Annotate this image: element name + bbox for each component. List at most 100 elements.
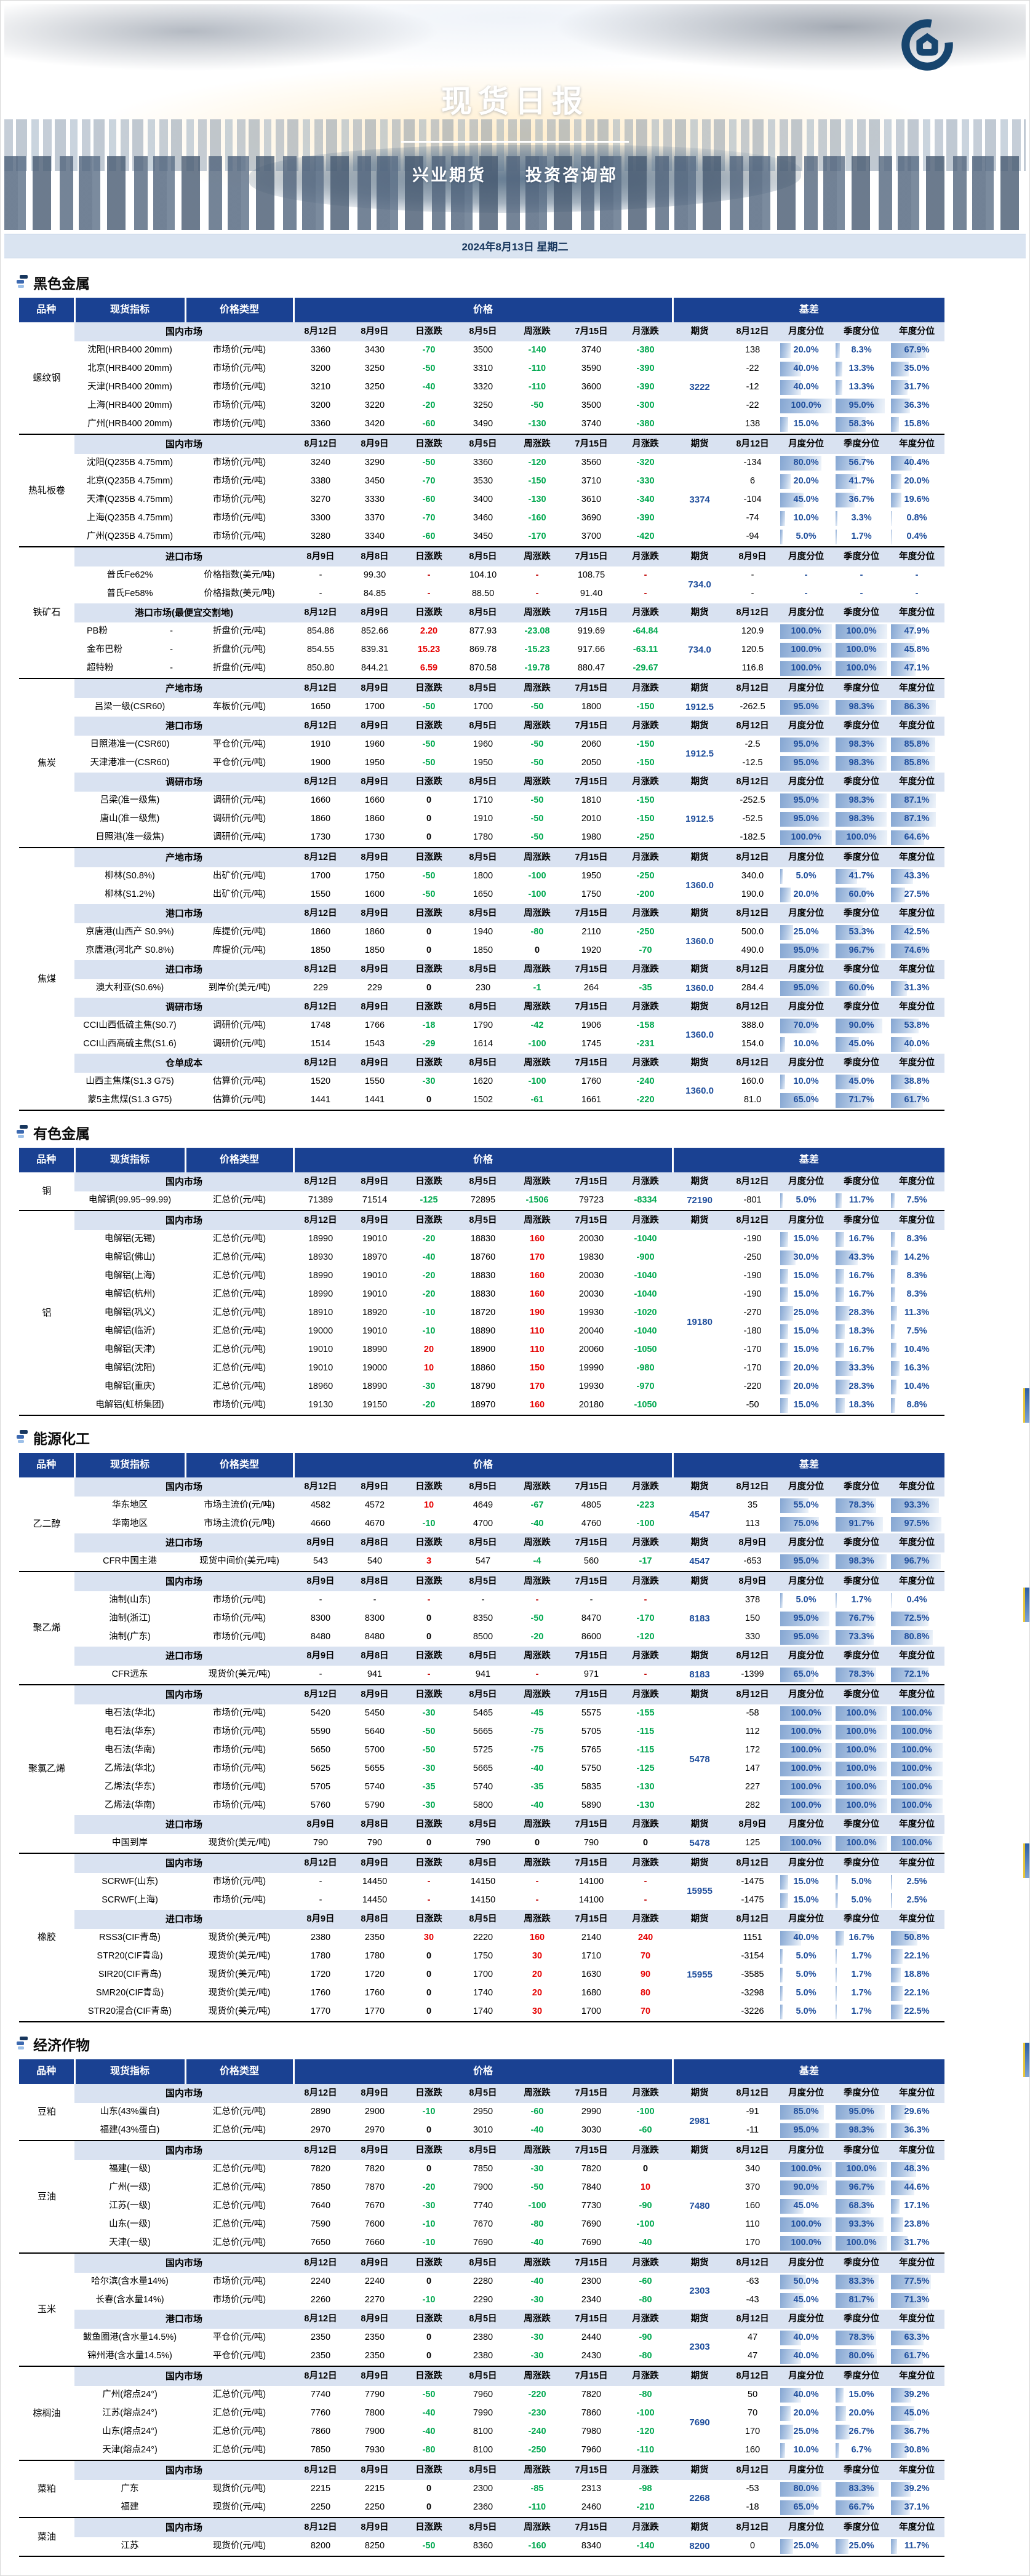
price-cell: 1660 <box>348 792 402 810</box>
change-cell: - <box>402 1591 456 1610</box>
price-cell: 18970 <box>348 1249 402 1267</box>
price-type-cell: 市场价(元/吨) <box>185 454 293 472</box>
price-cell: 3300 <box>293 509 348 528</box>
basis-date-header: 8月12日 <box>727 717 778 736</box>
futures-header: 期货 <box>673 1533 727 1552</box>
percentile-cell: 95.0% <box>778 2121 834 2141</box>
date-header: 8月9日 <box>348 678 402 698</box>
basis-date-header: 8月12日 <box>727 1054 778 1073</box>
date-header: 8月5日 <box>456 717 510 736</box>
percentile-bar <box>891 888 905 902</box>
percentile-cell: 100.0% <box>778 397 834 415</box>
price-cell: 2970 <box>293 2121 348 2141</box>
change-cell: -75 <box>510 1723 564 1741</box>
percentile-bar <box>891 1193 895 1208</box>
percentile-cell: 10.0% <box>778 2441 834 2460</box>
market-label: 国内市场 <box>74 1853 293 1873</box>
change-dash: - <box>536 1877 539 1886</box>
percentile-cell: 100.0% <box>778 1834 834 1853</box>
percentile-bar <box>780 1380 791 1394</box>
indicator-cell: 鲅鱼圈港(含水量14.5%) <box>74 2329 185 2347</box>
futures-cell: 19180 <box>673 1230 727 1415</box>
change-cell: -50 <box>402 360 456 378</box>
scroll-marker <box>1023 1588 1029 1622</box>
date-bar: 2024年8月13日 星期二 <box>4 234 1026 258</box>
futures-header: 期货 <box>673 1210 727 1230</box>
price-cell: 3380 <box>293 472 348 491</box>
change-cell: - <box>618 1591 673 1610</box>
price-cell: 1910 <box>456 810 510 829</box>
percentile-cell: - <box>778 585 834 603</box>
price-cell: 5725 <box>456 1741 510 1760</box>
market-label: 国内市场 <box>74 1210 293 1230</box>
subtitle: 兴业期货投资咨询部 <box>4 162 1026 186</box>
commodity-label: 豆粕 <box>19 2084 74 2141</box>
price-type-cell: 现货价(美元/吨) <box>185 1834 293 1853</box>
date-header: 8月12日 <box>293 960 348 979</box>
percentile-header: 季度分位 <box>834 2460 889 2480</box>
basis-cell: -801 <box>727 1191 778 1210</box>
date-header: 7月15日 <box>564 1477 618 1497</box>
change-cell: -970 <box>618 1378 673 1396</box>
basis-cell: - <box>727 566 778 585</box>
price-cell: 852.66 <box>348 622 402 641</box>
date-header: 8月12日 <box>293 1054 348 1073</box>
price-type-cell: 现货价(美元/吨) <box>185 1947 293 1966</box>
percentile-cell: 98.3% <box>834 792 889 810</box>
change-cell: -980 <box>618 1359 673 1378</box>
indicator-cell: 蒙5主焦煤(S1.3 G75) <box>74 1091 185 1110</box>
indicator-cell: 吕梁(准一级焦) <box>74 792 185 810</box>
date-header: 月涨跌 <box>618 2310 673 2329</box>
date-header: 8月5日 <box>456 2366 510 2386</box>
basis-cell: -3226 <box>727 2003 778 2022</box>
price-type-cell: 汇总价(元/吨) <box>185 1249 293 1267</box>
price-cell: 5890 <box>564 1797 618 1815</box>
price-type-cell: 平仓价(元/吨) <box>185 2329 293 2347</box>
change-cell: - <box>618 1891 673 1910</box>
date-header: 7月15日 <box>564 1685 618 1704</box>
price-cell: 1700 <box>456 698 510 717</box>
change-cell: 10 <box>618 2179 673 2197</box>
price-type-cell: 市场价(元/吨) <box>185 415 293 434</box>
market-label: 产地市场 <box>74 848 293 867</box>
percentile-cell: 100.0% <box>834 829 889 848</box>
percentile-bar <box>891 1324 895 1339</box>
percentile-cell: 7.5% <box>889 1191 944 1210</box>
basis-cell: 47 <box>727 2329 778 2347</box>
price-cell: 1650 <box>293 698 348 717</box>
date-header: 8月5日 <box>456 1054 510 1073</box>
change-cell: -390 <box>618 360 673 378</box>
basis-date-header: 8月12日 <box>727 1477 778 1497</box>
price-cell: 790 <box>293 1834 348 1853</box>
price-cell: 1860 <box>348 923 402 942</box>
date-header: 8月9日 <box>348 2310 402 2329</box>
change-dash: - <box>644 1669 647 1679</box>
indicator-cell: STR20混合(CIF青岛) <box>74 2003 185 2022</box>
commodity-label: 铁矿石 <box>19 547 74 678</box>
date-header: 日涨跌 <box>402 2084 456 2103</box>
futures-cell: 1912.5 <box>673 698 727 717</box>
percentile-cell: 7.5% <box>889 1322 944 1341</box>
price-cell: 2430 <box>564 2347 618 2366</box>
date-header: 8月12日 <box>293 998 348 1017</box>
percentile-cell: 61.7% <box>889 2347 944 2366</box>
change-cell: - <box>402 566 456 585</box>
futures-cell: 7480 <box>673 2160 727 2253</box>
price-cell: 7690 <box>456 2234 510 2253</box>
percentile-header: 月度分位 <box>778 2460 834 2480</box>
basis-date-header: 8月12日 <box>727 904 778 923</box>
price-cell: 1680 <box>564 1984 618 2003</box>
date-header: 周涨跌 <box>510 1685 564 1704</box>
percentile-cell: 5.0% <box>778 2003 834 2022</box>
date-header: 7月15日 <box>564 1172 618 1191</box>
price-cell: 5800 <box>456 1797 510 1815</box>
